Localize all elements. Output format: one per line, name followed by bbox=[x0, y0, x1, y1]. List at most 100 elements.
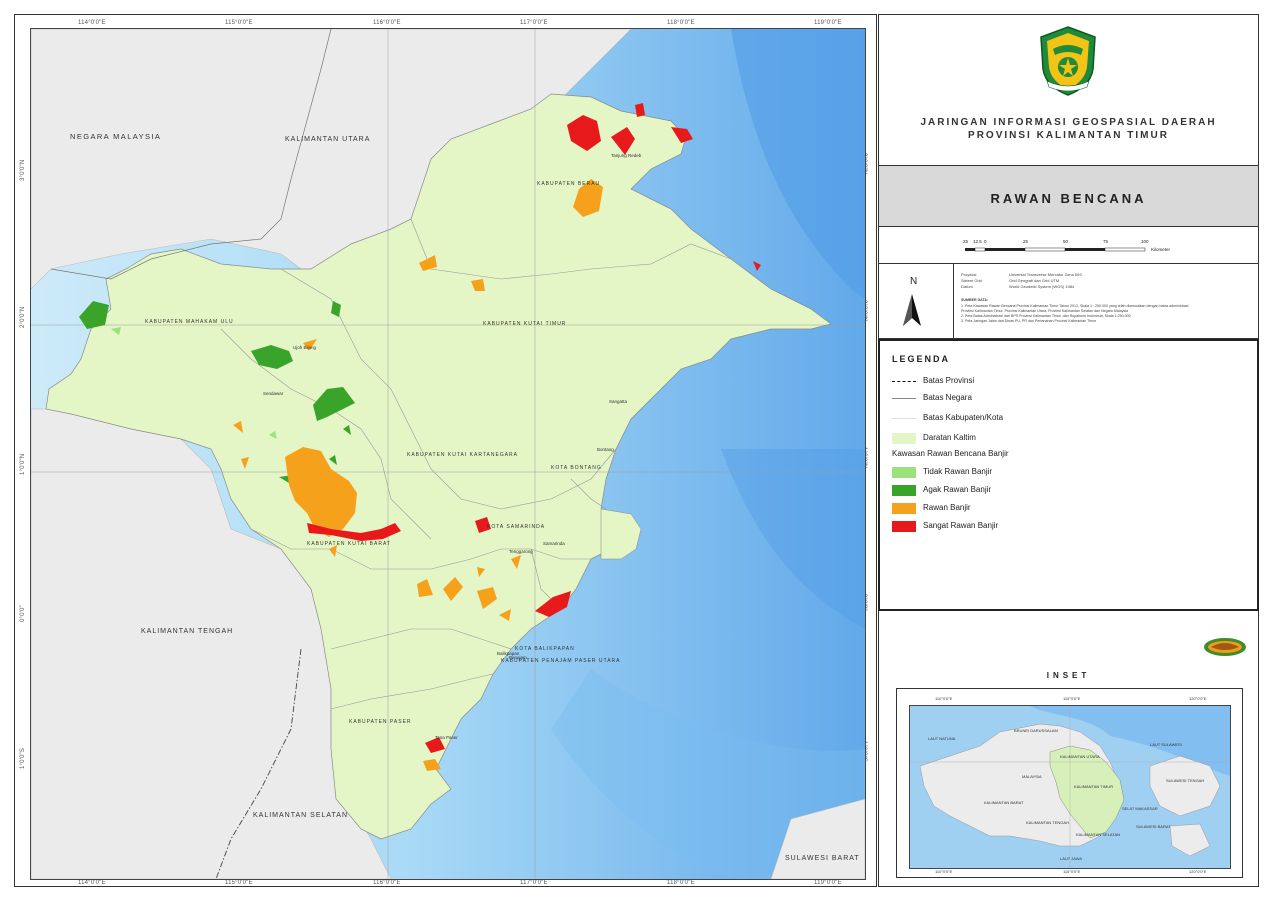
inset-title: INSET bbox=[1046, 671, 1091, 680]
meta-key: Datum bbox=[961, 284, 973, 289]
meta-value: Grid Geografi dan Grid UTM bbox=[1009, 278, 1060, 283]
north-label: N bbox=[910, 276, 918, 287]
legend-label: Tidak Rawan Banjir bbox=[923, 467, 993, 476]
header-title-line1: JARINGAN INFORMASI GEOSPASIAL DAERAH bbox=[920, 117, 1217, 128]
inset-label-laut-jawa: LAUT JAWA bbox=[1060, 856, 1083, 861]
inset-tick: 120°0'0"E bbox=[1189, 869, 1207, 874]
inset-tick: 115°0'0"E bbox=[1063, 696, 1081, 701]
meta-value: Universal Transverse Mercator Zona 50S bbox=[1009, 272, 1082, 277]
scale-bar bbox=[965, 247, 1146, 252]
deep-sea bbox=[551, 669, 865, 879]
divider bbox=[953, 264, 954, 338]
source-item: 2. Peta Batas Administrasi dari BPS Prov… bbox=[961, 314, 1131, 318]
town-label: Penajam bbox=[509, 655, 527, 660]
title-box: JARINGAN INFORMASI GEOSPASIAL DAERAH PRO… bbox=[879, 15, 1258, 166]
info-box: N Proyeksi Universal Transverse Mercator… bbox=[879, 264, 1258, 339]
legend-label: Batas Provinsi bbox=[923, 376, 975, 385]
main-map[interactable]: NEGARA MALAYSIA KALIMANTAN UTARA KALIMAN… bbox=[30, 28, 866, 880]
country-boundary-symbol bbox=[892, 398, 916, 399]
legend-label: Rawan Banjir bbox=[923, 503, 971, 512]
inset-label-laut-natuna: LAUT NATUNA bbox=[928, 736, 956, 741]
label-negara-malaysia: NEGARA MALAYSIA bbox=[70, 132, 162, 141]
map-theme-title: RAWAN BENCANA bbox=[990, 191, 1147, 206]
inset-label-kalsel: KALIMANTAN SELATAN bbox=[1076, 832, 1121, 837]
label-sulawesi-barat: SULAWESI BARAT bbox=[785, 855, 860, 862]
inset-tick: 110°0'0"E bbox=[935, 869, 953, 874]
inset-tick: 120°0'0"E bbox=[1189, 696, 1207, 701]
coordinate-tick: 118°0'0"E bbox=[667, 880, 695, 886]
deep-sea bbox=[731, 29, 865, 299]
source-item: Provinsi Kalimantan Timur, Provinsi Kali… bbox=[961, 309, 1128, 313]
kaltim-emblem-icon bbox=[1040, 26, 1096, 96]
header-title-line2: PROVINSI KALIMANTAN TIMUR bbox=[968, 130, 1169, 141]
town-label: Balikpapan bbox=[497, 651, 520, 656]
inset-label-sulteng: SULAWESI TENGAH bbox=[1166, 778, 1205, 783]
legend-label: Sangat Rawan Banjir bbox=[923, 521, 999, 530]
legend-label: Batas Negara bbox=[923, 393, 972, 402]
legend-title: LEGENDA bbox=[892, 354, 951, 364]
coordinate-tick: 119°0'0"E bbox=[814, 20, 842, 26]
inset-label-selat-makassar: SELAT MAKASSAR bbox=[1122, 806, 1158, 811]
zone-rawan bbox=[233, 179, 603, 771]
town-label: Ujoh Bilang bbox=[293, 345, 317, 350]
town-label: Bontang bbox=[597, 447, 614, 452]
meta-key: Sistem Grid bbox=[961, 278, 982, 283]
coordinate-tick: 115°0'0"E bbox=[225, 880, 253, 886]
label-kabupaten-berau: KABUPATEN BERAU bbox=[537, 181, 601, 187]
deep-sea bbox=[721, 449, 865, 629]
label-kabupaten-mahakam-ulu: KABUPATEN MAHAKAM ULU bbox=[145, 319, 234, 325]
inset-label-kaltim: KALIMANTAN TIMUR bbox=[1074, 784, 1113, 789]
coordinate-tick: 119°0'0"E bbox=[814, 880, 842, 886]
inset-canvas bbox=[910, 706, 1230, 868]
source-item: 1. Peta Kawasan Rawan Bencana Provinsi K… bbox=[961, 304, 1189, 308]
label-kalimantan-selatan: KALIMANTAN SELATAN bbox=[253, 812, 349, 819]
country-boundary bbox=[50, 29, 332, 280]
label-kabupaten-penajam-paser-utara: KABUPATEN PENAJAM PASER UTARA bbox=[501, 658, 621, 664]
zone-tidak-rawan bbox=[111, 327, 277, 439]
theme-box: RAWAN BENCANA bbox=[879, 166, 1258, 227]
scale-label: 0 bbox=[984, 239, 987, 244]
north-arrow-icon bbox=[903, 294, 921, 326]
coordinate-tick: 117°0'0"E bbox=[520, 880, 548, 886]
mahakam-delta bbox=[600, 508, 642, 560]
source-item: 3. Peta Jaringan Jalan dari Dinas PU, PR… bbox=[961, 319, 1097, 323]
coordinate-tick: 114°0'0"E bbox=[78, 880, 106, 886]
legend-label: Daratan Kaltim bbox=[923, 433, 976, 442]
meta-value: World Geodetic System (WGS) 1984 bbox=[1009, 284, 1075, 289]
coordinate-tick: 118°0'0"E bbox=[667, 20, 695, 26]
label-kalimantan-utara: KALIMANTAN UTARA bbox=[285, 136, 371, 143]
inset-tick: 115°0'0"E bbox=[1063, 869, 1081, 874]
scale-label: 100 bbox=[1141, 239, 1149, 244]
scale-label: 12.5 bbox=[973, 239, 982, 244]
meta-key: Proyeksi bbox=[961, 272, 977, 277]
inset-label-sulbar: SULAWESI BARAT bbox=[1136, 824, 1171, 829]
zone-sangat-rawan bbox=[307, 103, 761, 753]
map-canvas[interactable] bbox=[31, 29, 865, 879]
label-kabupaten-kutai-kartanegara: KABUPATEN KUTAI KARTANEGARA bbox=[407, 452, 518, 458]
map-sidebar: JARINGAN INFORMASI GEOSPASIAL DAERAH PRO… bbox=[878, 14, 1259, 887]
label-kabupaten-paser: KABUPATEN PASER bbox=[349, 719, 412, 725]
district-boundary-symbol bbox=[892, 418, 916, 419]
swatch-daratan bbox=[892, 433, 916, 444]
jigd-logo-icon bbox=[1204, 638, 1246, 656]
label-kalimantan-tengah: KALIMANTAN TENGAH bbox=[141, 628, 234, 635]
town-label: Sendawar bbox=[263, 391, 284, 396]
inset-map: BRUNEI DARUSSALAM MALAYSIA KALIMANTAN UT… bbox=[909, 705, 1231, 869]
coordinate-tick: 3°0'0"N bbox=[20, 159, 26, 181]
legend-label: Batas Kabupaten/Kota bbox=[923, 413, 1004, 422]
scale-label: 25 bbox=[963, 239, 969, 244]
town-label: Sangatta bbox=[609, 399, 628, 404]
sulawesi-land bbox=[770, 798, 865, 879]
inset-label-kaltara: KALIMANTAN UTARA bbox=[1060, 754, 1100, 759]
coordinate-tick: 114°0'0"E bbox=[78, 20, 106, 26]
coordinate-tick: 117°0'0"E bbox=[520, 20, 548, 26]
legend-label: Kawasan Rawan Bencana Banjir bbox=[892, 449, 1009, 458]
label-kota-samarinda: KOTA SAMARINDA bbox=[487, 524, 546, 530]
label-kabupaten-kutai-timur: KABUPATEN KUTAI TIMUR bbox=[483, 321, 567, 327]
sources-title: SUMBER DATA: bbox=[961, 298, 989, 302]
inset-label-laut-sulawesi: LAUT SULAWESI bbox=[1150, 742, 1182, 747]
town-label: Tenggarong bbox=[509, 549, 533, 554]
inset-frame: 110°0'0"E 115°0'0"E 120°0'0"E 110°0'0"E … bbox=[896, 688, 1243, 878]
label-kabupaten-kutai-barat: KABUPATEN KUTAI BARAT bbox=[307, 541, 391, 547]
inset-tick: 110°0'0"E bbox=[935, 696, 953, 701]
